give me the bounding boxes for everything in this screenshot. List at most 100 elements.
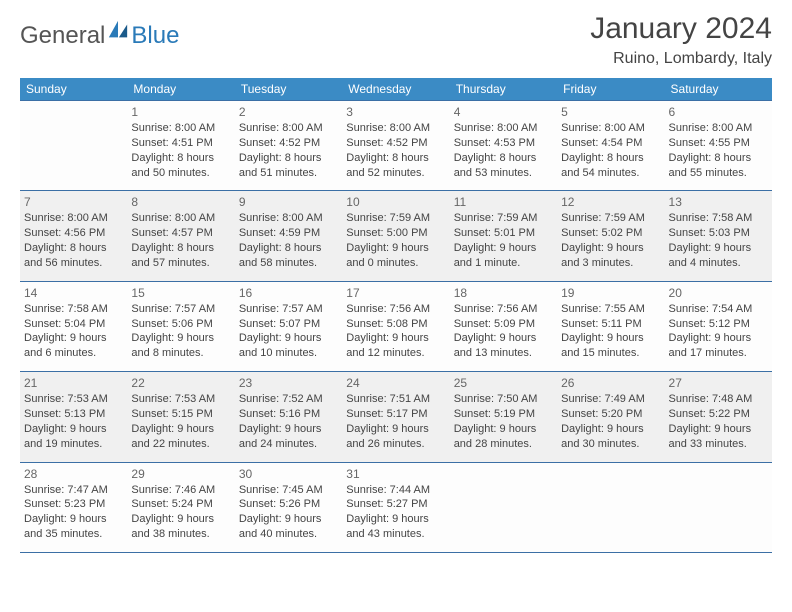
day-number: 24 — [346, 376, 445, 390]
sunrise-text: Sunrise: 8:00 AM — [454, 121, 553, 136]
sunrise-text: Sunrise: 7:48 AM — [669, 392, 768, 407]
day-number: 26 — [561, 376, 660, 390]
day-cell: 4Sunrise: 8:00 AMSunset: 4:53 PMDaylight… — [450, 101, 557, 191]
daylight-text: Daylight: 9 hours and 26 minutes. — [346, 422, 445, 452]
day-cell: 16Sunrise: 7:57 AMSunset: 5:07 PMDayligh… — [235, 281, 342, 371]
week-row: 28Sunrise: 7:47 AMSunset: 5:23 PMDayligh… — [20, 462, 772, 552]
sunrise-text: Sunrise: 7:54 AM — [669, 302, 768, 317]
day-cell: 27Sunrise: 7:48 AMSunset: 5:22 PMDayligh… — [665, 372, 772, 462]
day-number: 17 — [346, 286, 445, 300]
week-row: 1Sunrise: 8:00 AMSunset: 4:51 PMDaylight… — [20, 101, 772, 191]
day-cell — [665, 462, 772, 552]
sunrise-text: Sunrise: 7:46 AM — [131, 483, 230, 498]
sunset-text: Sunset: 4:56 PM — [24, 226, 123, 241]
daylight-text: Daylight: 9 hours and 0 minutes. — [346, 241, 445, 271]
day-header: Monday — [127, 78, 234, 101]
sunrise-text: Sunrise: 7:59 AM — [454, 211, 553, 226]
day-header: Sunday — [20, 78, 127, 101]
sunrise-text: Sunrise: 7:47 AM — [24, 483, 123, 498]
sunrise-text: Sunrise: 7:53 AM — [24, 392, 123, 407]
day-number: 22 — [131, 376, 230, 390]
sunset-text: Sunset: 4:52 PM — [239, 136, 338, 151]
sunrise-text: Sunrise: 8:00 AM — [669, 121, 768, 136]
sunset-text: Sunset: 5:00 PM — [346, 226, 445, 241]
daylight-text: Daylight: 9 hours and 1 minute. — [454, 241, 553, 271]
daylight-text: Daylight: 8 hours and 50 minutes. — [131, 151, 230, 181]
day-number: 9 — [239, 195, 338, 209]
sunset-text: Sunset: 5:08 PM — [346, 317, 445, 332]
sunrise-text: Sunrise: 7:57 AM — [239, 302, 338, 317]
sunset-text: Sunset: 5:22 PM — [669, 407, 768, 422]
sunrise-text: Sunrise: 8:00 AM — [24, 211, 123, 226]
sunset-text: Sunset: 5:26 PM — [239, 497, 338, 512]
day-cell: 13Sunrise: 7:58 AMSunset: 5:03 PMDayligh… — [665, 191, 772, 281]
sunrise-text: Sunrise: 7:57 AM — [131, 302, 230, 317]
day-cell: 26Sunrise: 7:49 AMSunset: 5:20 PMDayligh… — [557, 372, 664, 462]
day-cell: 2Sunrise: 8:00 AMSunset: 4:52 PMDaylight… — [235, 101, 342, 191]
day-number: 23 — [239, 376, 338, 390]
sunset-text: Sunset: 4:54 PM — [561, 136, 660, 151]
sunrise-text: Sunrise: 8:00 AM — [239, 211, 338, 226]
sunrise-text: Sunrise: 7:49 AM — [561, 392, 660, 407]
daylight-text: Daylight: 9 hours and 38 minutes. — [131, 512, 230, 542]
day-number: 4 — [454, 105, 553, 119]
sunset-text: Sunset: 5:12 PM — [669, 317, 768, 332]
sunrise-text: Sunrise: 8:00 AM — [131, 121, 230, 136]
daylight-text: Daylight: 9 hours and 17 minutes. — [669, 331, 768, 361]
day-cell: 18Sunrise: 7:56 AMSunset: 5:09 PMDayligh… — [450, 281, 557, 371]
day-number: 2 — [239, 105, 338, 119]
day-cell: 21Sunrise: 7:53 AMSunset: 5:13 PMDayligh… — [20, 372, 127, 462]
sunrise-text: Sunrise: 7:56 AM — [346, 302, 445, 317]
daylight-text: Daylight: 8 hours and 56 minutes. — [24, 241, 123, 271]
day-number: 11 — [454, 195, 553, 209]
day-cell: 8Sunrise: 8:00 AMSunset: 4:57 PMDaylight… — [127, 191, 234, 281]
sunrise-text: Sunrise: 7:59 AM — [346, 211, 445, 226]
sunrise-text: Sunrise: 7:56 AM — [454, 302, 553, 317]
day-cell: 23Sunrise: 7:52 AMSunset: 5:16 PMDayligh… — [235, 372, 342, 462]
sunset-text: Sunset: 5:01 PM — [454, 226, 553, 241]
day-number: 19 — [561, 286, 660, 300]
sunset-text: Sunset: 5:15 PM — [131, 407, 230, 422]
daylight-text: Daylight: 9 hours and 40 minutes. — [239, 512, 338, 542]
daylight-text: Daylight: 9 hours and 4 minutes. — [669, 241, 768, 271]
day-header: Thursday — [450, 78, 557, 101]
day-number: 3 — [346, 105, 445, 119]
sunset-text: Sunset: 5:03 PM — [669, 226, 768, 241]
sunrise-text: Sunrise: 7:52 AM — [239, 392, 338, 407]
sunset-text: Sunset: 4:53 PM — [454, 136, 553, 151]
day-cell: 9Sunrise: 8:00 AMSunset: 4:59 PMDaylight… — [235, 191, 342, 281]
sunrise-text: Sunrise: 8:00 AM — [561, 121, 660, 136]
day-cell: 12Sunrise: 7:59 AMSunset: 5:02 PMDayligh… — [557, 191, 664, 281]
day-cell — [450, 462, 557, 552]
daylight-text: Daylight: 9 hours and 15 minutes. — [561, 331, 660, 361]
sunrise-text: Sunrise: 7:59 AM — [561, 211, 660, 226]
day-cell: 10Sunrise: 7:59 AMSunset: 5:00 PMDayligh… — [342, 191, 449, 281]
day-header: Saturday — [665, 78, 772, 101]
logo-sail-icon — [107, 19, 129, 41]
sunset-text: Sunset: 5:11 PM — [561, 317, 660, 332]
sunrise-text: Sunrise: 7:53 AM — [131, 392, 230, 407]
daylight-text: Daylight: 9 hours and 3 minutes. — [561, 241, 660, 271]
sunrise-text: Sunrise: 8:00 AM — [131, 211, 230, 226]
day-cell: 24Sunrise: 7:51 AMSunset: 5:17 PMDayligh… — [342, 372, 449, 462]
day-number: 29 — [131, 467, 230, 481]
day-cell: 20 Sunrise: 7:54 AMSunset: 5:12 PMDayligh… — [665, 281, 772, 371]
daylight-text: Daylight: 9 hours and 6 minutes. — [24, 331, 123, 361]
sunset-text: Sunset: 5:07 PM — [239, 317, 338, 332]
day-cell: 5Sunrise: 8:00 AMSunset: 4:54 PMDaylight… — [557, 101, 664, 191]
day-number: 20 — [669, 286, 768, 300]
day-header: Friday — [557, 78, 664, 101]
header: General Blue January 2024 Ruino, Lombard… — [20, 12, 772, 68]
sunset-text: Sunset: 5:02 PM — [561, 226, 660, 241]
sunset-text: Sunset: 5:13 PM — [24, 407, 123, 422]
daylight-text: Daylight: 8 hours and 52 minutes. — [346, 151, 445, 181]
sunset-text: Sunset: 4:59 PM — [239, 226, 338, 241]
daylight-text: Daylight: 9 hours and 19 minutes. — [24, 422, 123, 452]
sunrise-text: Sunrise: 7:55 AM — [561, 302, 660, 317]
day-number: 1 — [131, 105, 230, 119]
day-cell: 6Sunrise: 8:00 AMSunset: 4:55 PMDaylight… — [665, 101, 772, 191]
sunset-text: Sunset: 4:55 PM — [669, 136, 768, 151]
sunset-text: Sunset: 5:16 PM — [239, 407, 338, 422]
sunrise-text: Sunrise: 8:00 AM — [239, 121, 338, 136]
sunset-text: Sunset: 5:27 PM — [346, 497, 445, 512]
